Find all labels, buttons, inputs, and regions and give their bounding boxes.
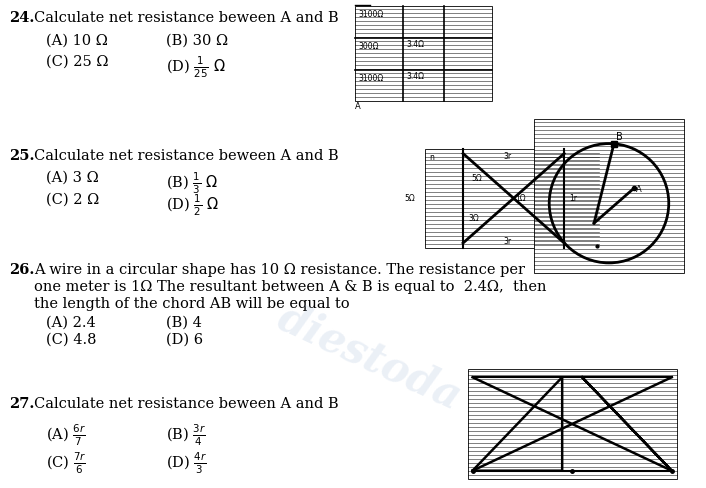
Text: (D) $\frac{1}{2}$ $\Omega$: (D) $\frac{1}{2}$ $\Omega$ [166,192,219,218]
Text: (A) $\frac{6r}{7}$: (A) $\frac{6r}{7}$ [46,423,86,448]
Text: diestoda: diestoda [271,297,469,418]
Text: n: n [430,153,435,162]
Bar [534,119,683,273]
Text: Calculate net resistance beween A and B: Calculate net resistance beween A and B [35,397,339,411]
Text: 5Ω: 5Ω [405,194,416,203]
Text: 27.: 27. [9,397,35,411]
Text: 3r: 3r [503,152,511,161]
Text: 3Ω: 3Ω [468,214,479,223]
Text: (C) 25 Ω: (C) 25 Ω [46,55,109,69]
Text: Calculate net resistance beween A and B: Calculate net resistance beween A and B [35,148,339,163]
Bar [425,148,599,248]
Text: (C) $\frac{7r}{6}$: (C) $\frac{7r}{6}$ [46,451,87,476]
Bar [467,369,677,479]
Text: (B) $\frac{3r}{4}$: (B) $\frac{3r}{4}$ [166,423,206,448]
Text: one meter is 1Ω The resultant between A & B is equal to  2.4Ω,  then: one meter is 1Ω The resultant between A … [35,280,546,294]
Text: 3.4Ω: 3.4Ω [406,72,424,81]
Text: (B) 4: (B) 4 [166,316,202,329]
Text: 26.: 26. [9,263,35,277]
Text: (A) 2.4: (A) 2.4 [46,316,96,329]
Text: (C) 4.8: (C) 4.8 [46,332,97,346]
Bar [355,6,493,101]
Text: 24.: 24. [9,11,35,25]
Text: (B) 30 Ω: (B) 30 Ω [166,33,228,47]
Text: 1r: 1r [569,194,577,203]
Text: the length of the chord AB will be equal to: the length of the chord AB will be equal… [35,297,350,311]
Text: A wire in a circular shape has 10 Ω resistance. The resistance per: A wire in a circular shape has 10 Ω resi… [35,263,525,277]
Text: 300Ω: 300Ω [358,41,378,51]
Text: (D) 6: (D) 6 [166,332,203,346]
Text: B: B [616,132,623,142]
Text: (D) $\frac{4r}{3}$: (D) $\frac{4r}{3}$ [166,451,207,476]
Text: 3r: 3r [503,237,511,246]
Text: 5Ω: 5Ω [471,174,481,183]
Text: (D) $\frac{1}{25}$ $\Omega$: (D) $\frac{1}{25}$ $\Omega$ [166,55,225,81]
Text: (C) 2 Ω: (C) 2 Ω [46,192,100,206]
Text: (A) 3 Ω: (A) 3 Ω [46,170,99,184]
Text: 1Ω: 1Ω [515,194,526,203]
Text: (B) $\frac{1}{3}$ $\Omega$: (B) $\frac{1}{3}$ $\Omega$ [166,170,218,196]
Text: 3100Ω: 3100Ω [358,10,383,20]
Text: A: A [355,102,361,111]
Text: A: A [636,185,642,194]
Text: Calculate net resistance beween A and B: Calculate net resistance beween A and B [35,11,339,25]
Text: 3100Ω: 3100Ω [358,74,383,82]
Text: 25.: 25. [9,148,35,163]
Text: 3.4Ω: 3.4Ω [406,40,424,48]
Text: (A) 10 Ω: (A) 10 Ω [46,33,108,47]
